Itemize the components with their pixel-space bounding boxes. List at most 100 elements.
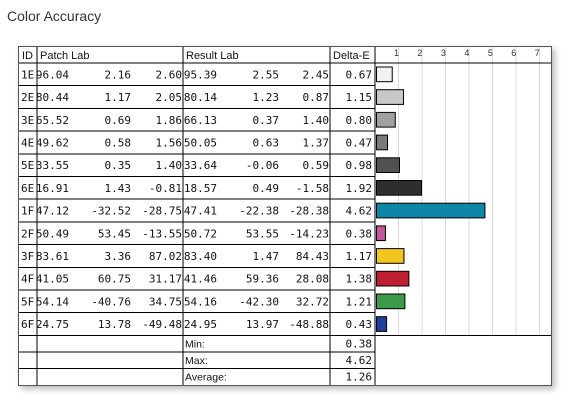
cell-result-lab: 28.08 xyxy=(296,273,329,286)
cell-result-lab: 47.41 xyxy=(184,205,217,218)
cell-patch-lab: 80.44 xyxy=(36,91,69,104)
cell-patch-lab: -28.75 xyxy=(142,205,182,218)
cell-result-lab: 0.63 xyxy=(253,136,280,149)
x-tick-label: 7 xyxy=(535,48,540,58)
header-delta-e: Delta-E xyxy=(333,50,370,62)
cell-result-lab: 2.45 xyxy=(303,68,330,81)
cell-result-lab: 53.55 xyxy=(246,227,279,240)
cell-patch-lab: 96.04 xyxy=(36,68,69,81)
summary-value: 4.62 xyxy=(346,354,373,367)
cell-result-lab: 2.55 xyxy=(253,68,280,81)
cell-result-lab: 1.37 xyxy=(303,136,330,149)
cell-result-lab: 32.72 xyxy=(296,295,329,308)
table-text: ID Patch Lab Result Lab Delta-E 1E 96.04 2… xyxy=(21,50,372,384)
cell-patch-lab: 65.52 xyxy=(36,114,69,127)
cell-id: 6E xyxy=(21,182,34,195)
bar-6E xyxy=(377,181,422,196)
cell-patch-lab: -13.55 xyxy=(142,227,182,240)
cell-result-lab: 1.23 xyxy=(253,91,280,104)
cell-patch-lab: 0.35 xyxy=(105,159,132,172)
cell-result-lab: 41.46 xyxy=(184,273,217,286)
cell-patch-lab: 2.16 xyxy=(105,68,132,81)
summary-label: Average: xyxy=(185,372,227,384)
cell-id: 5F xyxy=(21,295,34,308)
cell-result-lab: -14.23 xyxy=(289,227,329,240)
cell-patch-lab: 53.45 xyxy=(98,227,131,240)
bar-1F xyxy=(377,203,485,218)
cell-patch-lab: 34.75 xyxy=(149,295,182,308)
cell-result-lab: 50.05 xyxy=(184,136,217,149)
cell-patch-lab: 54.14 xyxy=(36,295,69,308)
x-tick-label: 4 xyxy=(464,48,469,58)
cell-result-lab: -1.58 xyxy=(296,182,329,195)
cell-result-lab: 54.16 xyxy=(184,295,217,308)
cell-patch-lab: 1.56 xyxy=(156,136,183,149)
cell-delta-e: 4.62 xyxy=(346,205,373,218)
cell-patch-lab: 83.61 xyxy=(36,250,69,263)
cell-result-lab: -0.06 xyxy=(246,159,279,172)
cell-patch-lab: 49.62 xyxy=(36,136,69,149)
cell-patch-lab: 50.49 xyxy=(36,227,69,240)
x-tick-label: 3 xyxy=(441,48,446,58)
cell-result-lab: 83.40 xyxy=(184,250,217,263)
cell-patch-lab: 31.17 xyxy=(149,273,182,286)
cell-id: 3E xyxy=(21,114,34,127)
x-tick-label: 2 xyxy=(417,48,422,58)
cell-result-lab: 1.47 xyxy=(253,250,280,263)
x-tick-label: 1 xyxy=(394,48,399,58)
cell-delta-e: 1.92 xyxy=(346,182,373,195)
cell-delta-e: 0.80 xyxy=(346,114,373,127)
cell-result-lab: 0.87 xyxy=(303,91,330,104)
cell-patch-lab: 2.60 xyxy=(156,68,183,81)
cell-result-lab: 0.59 xyxy=(303,159,330,172)
bar-5E xyxy=(377,158,400,173)
summary-value: 0.38 xyxy=(346,338,373,351)
summary-label: Min: xyxy=(185,339,205,351)
cell-patch-lab: 1.43 xyxy=(105,182,132,195)
cell-id: 2F xyxy=(21,227,34,240)
cell-result-lab: -48.88 xyxy=(289,318,329,331)
page-title: Color Accuracy xyxy=(7,8,101,24)
header-id: ID xyxy=(22,50,33,62)
cell-patch-lab: 13.78 xyxy=(98,318,131,331)
cell-patch-lab: 87.02 xyxy=(149,250,182,263)
cell-id: 4F xyxy=(21,273,34,286)
cell-result-lab: 66.13 xyxy=(184,114,217,127)
cell-delta-e: 0.47 xyxy=(346,136,373,149)
cell-delta-e: 0.38 xyxy=(346,227,373,240)
cell-result-lab: 0.37 xyxy=(253,114,280,127)
bar-4E xyxy=(377,135,388,150)
cell-result-lab: -22.38 xyxy=(239,205,279,218)
cell-result-lab: 50.72 xyxy=(184,227,217,240)
cell-delta-e: 1.17 xyxy=(346,250,373,263)
bar-4F xyxy=(377,271,409,286)
bar-2E xyxy=(377,90,404,105)
cell-patch-lab: 16.91 xyxy=(36,182,69,195)
cell-delta-e: 0.43 xyxy=(346,318,373,331)
x-tick-label: 5 xyxy=(488,48,493,58)
summary-value: 1.26 xyxy=(346,371,373,384)
bar-3E xyxy=(377,112,396,127)
cell-patch-lab: -40.76 xyxy=(91,295,131,308)
cell-id: 1F xyxy=(21,205,34,218)
cell-result-lab: 0.49 xyxy=(253,182,280,195)
cell-patch-lab: -49.48 xyxy=(142,318,182,331)
cell-delta-e: 1.21 xyxy=(346,295,373,308)
cell-id: 5E xyxy=(21,159,34,172)
cell-patch-lab: -0.81 xyxy=(149,182,182,195)
cell-patch-lab: 0.69 xyxy=(105,114,132,127)
color-accuracy-table: ID Patch Lab Result Lab Delta-E 1E 96.04 2… xyxy=(19,47,551,385)
cell-result-lab: 18.57 xyxy=(184,182,217,195)
cell-patch-lab: -32.52 xyxy=(91,205,131,218)
cell-result-lab: -28.38 xyxy=(289,205,329,218)
cell-patch-lab: 2.05 xyxy=(156,91,183,104)
cell-delta-e: 0.98 xyxy=(346,159,373,172)
cell-patch-lab: 1.86 xyxy=(156,114,183,127)
chart-ticks: 1 2 3 4 5 6 7 xyxy=(394,48,540,58)
cell-id: 6F xyxy=(21,318,34,331)
cell-patch-lab: 47.12 xyxy=(36,205,69,218)
cell-id: 2E xyxy=(21,91,34,104)
cell-result-lab: -42.30 xyxy=(239,295,279,308)
header-result-lab: Result Lab xyxy=(186,50,239,62)
cell-result-lab: 80.14 xyxy=(184,91,217,104)
